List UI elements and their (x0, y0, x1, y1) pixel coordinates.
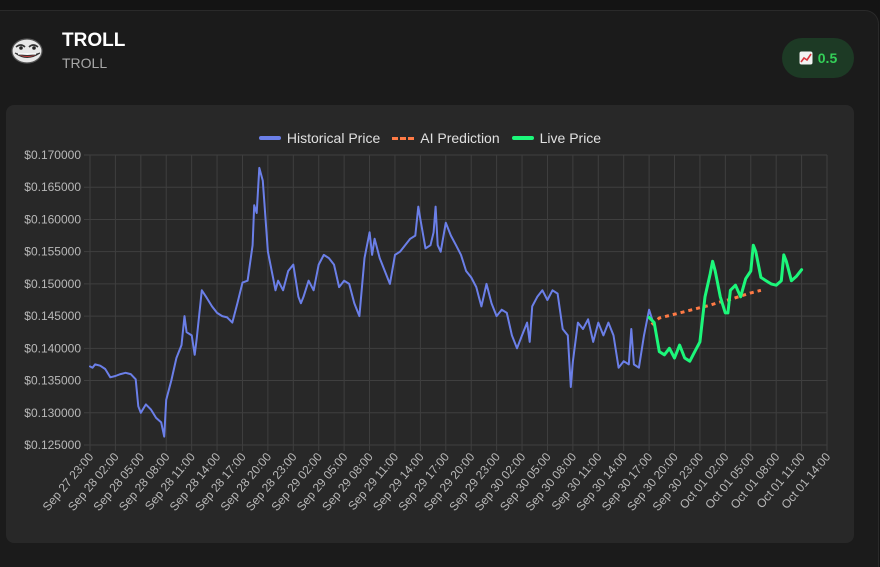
legend-prediction-swatch (392, 136, 415, 140)
historical-price-line (89, 166, 656, 438)
y-tick-label: $0.160000 (24, 212, 81, 226)
y-tick-label: $0.125000 (24, 438, 81, 452)
token-name: TROLL (62, 30, 126, 51)
chart-up-icon (799, 51, 813, 65)
live-price-line (647, 243, 804, 363)
legend-prediction-label: AI Prediction (420, 130, 500, 146)
troll-face-icon (11, 38, 43, 64)
legend-live-label: Live Price (539, 130, 602, 146)
legend-historical-swatch (258, 136, 281, 140)
y-tick-label: $0.165000 (24, 180, 81, 194)
chart-legend: Historical Price AI Prediction Live Pric… (6, 129, 854, 147)
y-tick-label: $0.170000 (24, 148, 81, 162)
token-header: TROLL TROLL 0.5 (10, 28, 860, 78)
y-tick-label: $0.135000 (24, 374, 81, 388)
price-chart: Historical Price AI Prediction Live Pric… (6, 105, 854, 543)
y-tick-label: $0.150000 (24, 277, 81, 291)
legend-historical-label: Historical Price (286, 130, 381, 146)
y-tick-label: $0.145000 (24, 309, 81, 323)
chart-plot: $0.125000 $0.130000 $0.135000 $0.140000 $0.1… (24, 148, 833, 514)
token-symbol: TROLL (62, 55, 108, 71)
y-tick-label: $0.130000 (24, 406, 81, 420)
legend-live-swatch (511, 136, 534, 140)
change-value: 0.5 (817, 50, 838, 66)
legend-live[interactable]: Live Price (511, 129, 602, 147)
y-tick-label: $0.155000 (24, 245, 81, 259)
legend-historical[interactable]: Historical Price (258, 129, 381, 147)
y-tick-label: $0.140000 (24, 341, 81, 355)
legend-prediction[interactable]: AI Prediction (392, 129, 500, 147)
change-badge[interactable]: 0.5 (782, 38, 854, 78)
